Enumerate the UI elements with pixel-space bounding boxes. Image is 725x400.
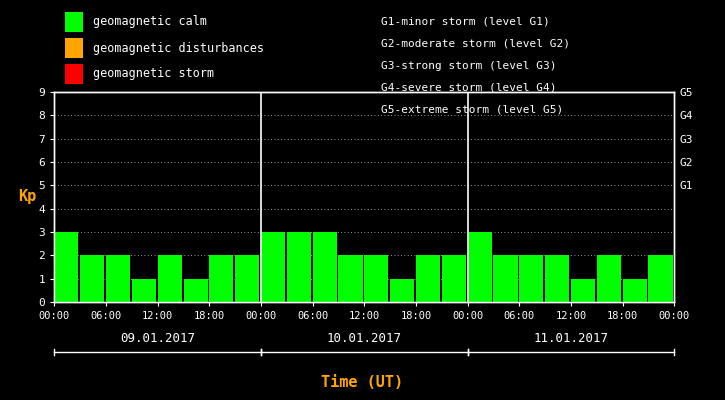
Bar: [494, 255, 518, 302]
Bar: [339, 255, 362, 302]
Y-axis label: Kp: Kp: [18, 190, 36, 204]
Bar: [80, 255, 104, 302]
Text: geomagnetic calm: geomagnetic calm: [93, 16, 207, 28]
Bar: [468, 232, 492, 302]
Bar: [287, 232, 311, 302]
Bar: [261, 232, 285, 302]
Text: geomagnetic disturbances: geomagnetic disturbances: [93, 42, 264, 54]
Text: G2-moderate storm (level G2): G2-moderate storm (level G2): [381, 39, 570, 49]
Text: 10.01.2017: 10.01.2017: [327, 332, 402, 344]
Bar: [54, 232, 78, 302]
Text: Time (UT): Time (UT): [321, 375, 404, 390]
Bar: [210, 255, 233, 302]
Bar: [364, 255, 389, 302]
Bar: [416, 255, 440, 302]
Bar: [132, 279, 156, 302]
Bar: [519, 255, 543, 302]
Text: G1-minor storm (level G1): G1-minor storm (level G1): [381, 17, 550, 27]
Bar: [571, 279, 595, 302]
Bar: [648, 255, 673, 302]
Text: 11.01.2017: 11.01.2017: [534, 332, 608, 344]
Bar: [390, 279, 414, 302]
Text: G4-severe storm (level G4): G4-severe storm (level G4): [381, 83, 556, 93]
Text: G5-extreme storm (level G5): G5-extreme storm (level G5): [381, 105, 563, 115]
Bar: [106, 255, 130, 302]
Bar: [597, 255, 621, 302]
Bar: [157, 255, 182, 302]
Bar: [442, 255, 466, 302]
Text: geomagnetic storm: geomagnetic storm: [93, 68, 214, 80]
Text: 09.01.2017: 09.01.2017: [120, 332, 195, 344]
Bar: [312, 232, 336, 302]
Bar: [545, 255, 569, 302]
Bar: [183, 279, 207, 302]
Bar: [235, 255, 260, 302]
Text: G3-strong storm (level G3): G3-strong storm (level G3): [381, 61, 556, 71]
Bar: [623, 279, 647, 302]
